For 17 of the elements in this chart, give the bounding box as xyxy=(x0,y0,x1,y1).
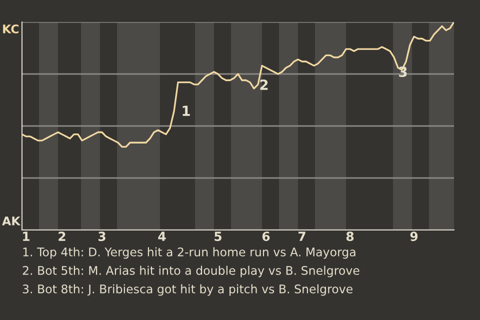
x-tick-label: 2 xyxy=(58,232,66,241)
x-tick-label: 5 xyxy=(214,232,222,242)
annotation: 3 xyxy=(399,66,407,78)
x-tick-label: 7 xyxy=(298,232,306,241)
x-tick-label: 8 xyxy=(346,232,354,242)
x-tick-label: 9 xyxy=(410,232,418,242)
annotation: 1 xyxy=(182,106,190,116)
text: 3. Bot 8th: J. Bribiesca got hit by a pitch vs B. Snelgrove xyxy=(22,284,352,296)
text: KC xyxy=(3,24,19,34)
x-tick-label: 3 xyxy=(98,232,106,242)
text: 1. Top 4th: D. Yerges hit a 2-run home run vs A. Mayorga xyxy=(23,247,356,259)
text: 2. Bot 5th: M. Arias hit into a double play vs B. Snelgrove xyxy=(22,266,360,278)
x-tick-label: 4 xyxy=(158,232,166,241)
x-tick-label: 1 xyxy=(23,232,30,241)
x-tick-label: 6 xyxy=(262,232,270,242)
annotation: 2 xyxy=(260,80,268,90)
text: AK xyxy=(2,216,21,226)
